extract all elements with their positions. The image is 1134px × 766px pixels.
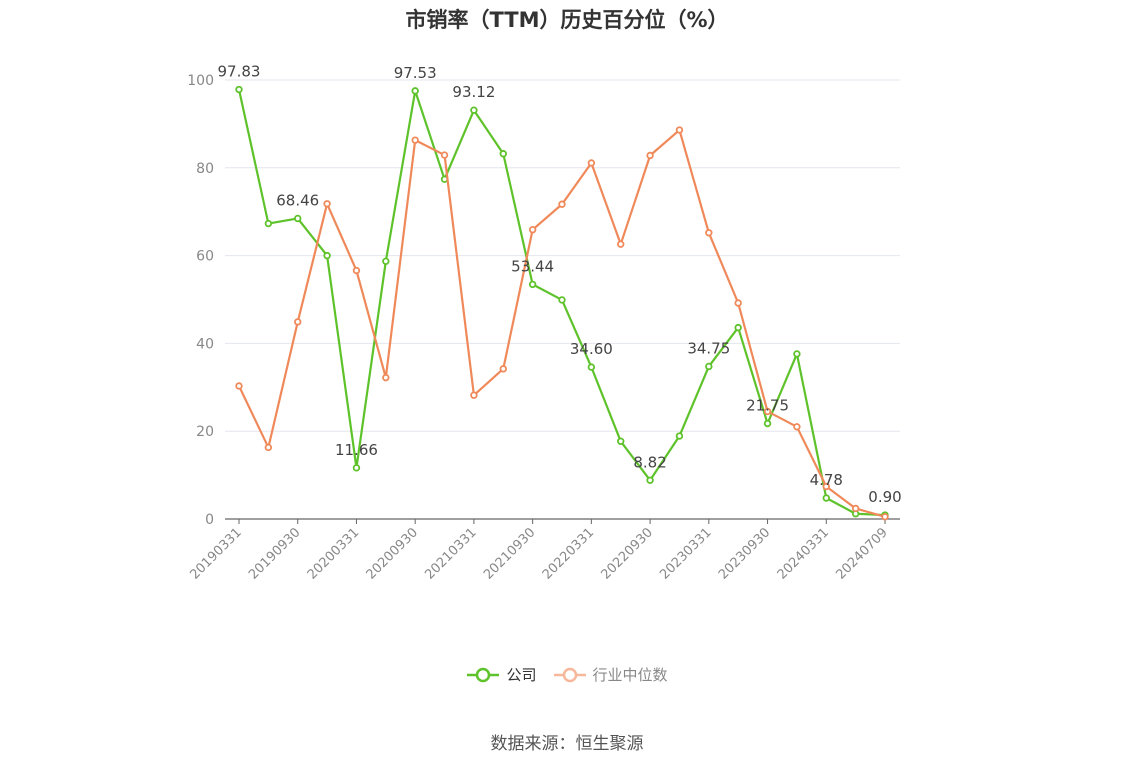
data-point [352, 266, 361, 275]
data-point [294, 318, 302, 326]
y-tick-label: 60 [196, 249, 214, 265]
data-label: 21.75 [746, 397, 789, 415]
data-label: 97.83 [218, 63, 261, 81]
x-tick-label: 20190331 [187, 525, 244, 582]
x-tick-label: 20240709 [833, 525, 890, 582]
data-point [558, 296, 566, 304]
x-tick-label: 20220331 [540, 525, 597, 582]
x-tick-label: 20210331 [422, 525, 479, 582]
grid-lines [225, 79, 900, 432]
data-point [734, 299, 742, 307]
data-point [411, 87, 419, 95]
data-point [587, 159, 596, 167]
data-point [646, 151, 654, 160]
data-label: 68.46 [276, 191, 319, 209]
data-point [382, 373, 390, 382]
data-label: 53.44 [511, 257, 554, 275]
data-point [793, 423, 801, 431]
data-point [793, 350, 801, 358]
data-point [763, 419, 772, 428]
data-point [499, 150, 507, 158]
data-point [617, 240, 625, 248]
data-point [822, 482, 830, 491]
legend-label: 公司 [506, 666, 537, 684]
y-tick-label: 80 [196, 161, 214, 177]
data-point [646, 476, 654, 484]
x-tick-label: 20210930 [481, 525, 538, 582]
data-point [528, 280, 537, 289]
data-point [558, 200, 566, 208]
chart-title: 市销率（TTM）历史百分位（%） [405, 8, 729, 32]
data-point [323, 200, 331, 208]
data-point [382, 257, 390, 266]
data-label: 34.60 [570, 340, 613, 358]
data-point [528, 225, 537, 234]
data-point [470, 106, 478, 114]
data-point [323, 251, 331, 260]
data-point [587, 363, 596, 371]
data-point [734, 323, 742, 332]
data-label: 4.78 [810, 471, 843, 489]
data-point [470, 391, 478, 399]
data-label: 8.82 [633, 453, 666, 471]
data-label: 34.75 [687, 339, 730, 357]
x-tick-label: 20240331 [775, 525, 832, 582]
data-labels: 97.83 68.46 11.66 97.53 93.12 53.44 34.60 8.82 3… [218, 63, 902, 507]
legend: 公司 行业中位数 [0, 664, 1134, 685]
legend-symbol-icon [467, 667, 500, 682]
data-point [822, 494, 830, 502]
data-point [264, 443, 273, 452]
data-label: 0.90 [868, 488, 901, 506]
legend-item[interactable]: 公司 [466, 664, 537, 685]
y-tick-label: 0 [205, 512, 214, 528]
y-tick-label: 20 [196, 424, 214, 440]
data-point [675, 432, 684, 440]
y-tick-label: 40 [196, 336, 214, 352]
data-point [617, 437, 625, 445]
data-point [235, 382, 243, 390]
data-point [499, 365, 507, 373]
series-0 [235, 85, 889, 519]
legend-symbol-icon [553, 667, 586, 682]
source-note: 数据来源：恒生聚源 [490, 734, 644, 754]
data-point [235, 85, 243, 94]
legend-item[interactable]: 行业中位数 [553, 664, 668, 685]
data-point [851, 504, 860, 513]
data-label: 93.12 [452, 83, 495, 101]
y-tick-label: 100 [187, 73, 214, 89]
data-point [352, 464, 361, 472]
x-tick-label: 20190930 [246, 525, 303, 582]
data-label: 97.53 [394, 64, 437, 82]
x-tick-label: 20230930 [716, 525, 773, 582]
x-tick-label: 20200331 [305, 525, 362, 582]
data-point [705, 229, 713, 237]
data-point [440, 151, 449, 159]
data-point [294, 214, 302, 223]
x-tick-label: 20230331 [657, 525, 714, 582]
x-tick-label: 20220930 [599, 525, 656, 582]
data-point [411, 136, 419, 144]
legend-label: 行业中位数 [592, 666, 668, 684]
data-point [705, 362, 713, 371]
data-label: 11.66 [335, 441, 378, 459]
data-point [881, 513, 889, 521]
axes: 0 20 40 60 80 100 20190331 20190930 20200331 2020… [187, 73, 900, 583]
series-1 [235, 126, 889, 521]
data-point [675, 126, 684, 134]
x-tick-label: 20200930 [364, 525, 421, 582]
data-point [763, 407, 772, 416]
series-lines [235, 85, 889, 521]
data-point [264, 219, 273, 228]
